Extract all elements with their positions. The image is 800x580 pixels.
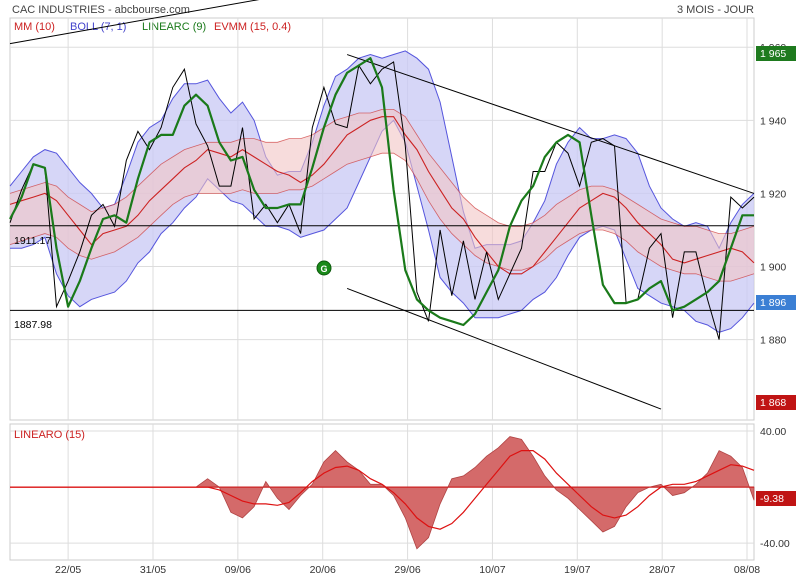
x-tick-label: 28/07 — [649, 564, 675, 576]
linearc-line — [9, 57, 754, 327]
last-badge-label: 1 896 — [760, 297, 786, 309]
low-badge: 1 868 — [756, 395, 796, 410]
high-badge: 1 965 — [756, 46, 796, 61]
osc-last-badge-label: -9.38 — [760, 493, 784, 505]
price-tick-label: 1 920 — [760, 188, 786, 200]
osc-last-badge: -9.38 — [756, 491, 796, 506]
signal-marker-label: G — [320, 264, 327, 274]
chart-period: 3 MOIS - JOUR — [677, 4, 754, 16]
signal-marker[interactable]: G — [316, 260, 332, 276]
low-badge-label: 1 868 — [760, 397, 786, 409]
oscillator-plot — [10, 436, 755, 550]
osc-tick-label: -40.00 — [760, 538, 790, 550]
x-tick-label: 09/06 — [225, 564, 251, 576]
price-tick-label: 1 900 — [760, 262, 786, 274]
last-badge: 1 896 — [756, 295, 796, 310]
bollinger-upper-line — [9, 50, 755, 250]
x-tick-label: 29/06 — [394, 564, 420, 576]
high-badge-label: 1 965 — [760, 48, 786, 60]
x-tick-label: 19/07 — [564, 564, 590, 576]
osc-tick-label: 40.00 — [760, 426, 786, 438]
x-tick-label: 10/07 — [479, 564, 505, 576]
x-tick-label: 22/05 — [55, 564, 81, 576]
price-tick-label: 1 940 — [760, 115, 786, 127]
bollinger-band-area — [10, 50, 754, 333]
x-tick-label: 31/05 — [140, 564, 166, 576]
x-tick-label: 08/08 — [734, 564, 760, 576]
chart-title: CAC INDUSTRIES - abcbourse.com — [12, 4, 190, 16]
price-plot — [9, 0, 755, 410]
osc-panel-frame — [9, 423, 755, 561]
legend-evmm: EVMM (15, 0.4) — [214, 21, 291, 33]
trendline-down-channel-bottom — [346, 287, 662, 410]
price-tick-label: 1 880 — [760, 335, 786, 347]
evmm-envelope-area — [10, 109, 754, 282]
linearo-area — [10, 436, 755, 550]
legend-linearc: LINEARC (9) — [142, 21, 206, 33]
linearo-signal-line — [10, 450, 755, 530]
osc-title: LINEARO (15) — [14, 429, 85, 441]
level-upper-label: 1911.17 — [14, 235, 51, 247]
osc-grid — [10, 424, 754, 560]
trendline-down-channel-top — [346, 54, 755, 194]
level-lower-label: 1887.98 — [14, 319, 52, 331]
moving-average-line — [9, 116, 755, 275]
trendline-upper-channel — [9, 0, 260, 45]
evmm-lower-line — [9, 152, 755, 282]
x-tick-label: 20/06 — [310, 564, 336, 576]
legend-mm: MM (10) — [14, 21, 55, 33]
